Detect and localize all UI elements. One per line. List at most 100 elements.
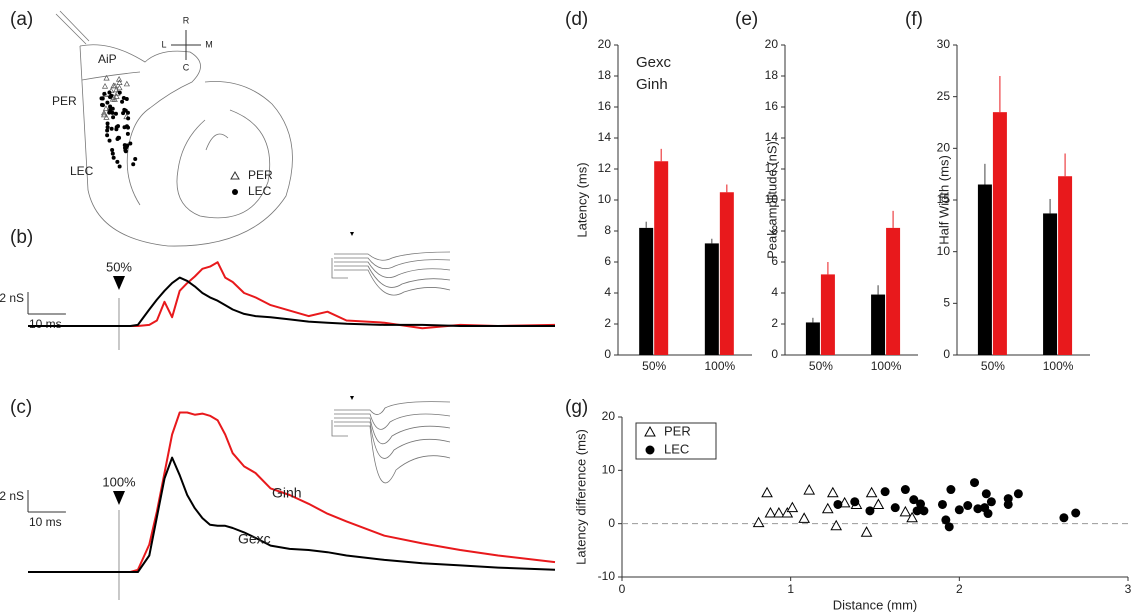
y-tick-label: 18 <box>765 68 779 82</box>
inset-trace <box>334 417 451 445</box>
y-axis-title: Latency (ms) <box>574 162 589 237</box>
cell-dot <box>102 91 107 96</box>
point-triangle <box>786 501 799 513</box>
point-triangle <box>872 498 885 509</box>
x-axis-title: Distance (mm) <box>833 597 918 612</box>
inset-trace <box>334 265 451 288</box>
point-circle <box>983 509 993 519</box>
cell-triangle <box>102 105 110 111</box>
point-circle <box>1059 513 1069 523</box>
cell-dot <box>125 131 130 136</box>
panel-label: (e) <box>735 9 758 30</box>
bar <box>1043 213 1058 355</box>
point-triangle <box>773 506 785 518</box>
cell-dot <box>117 164 122 169</box>
point-circle <box>944 522 954 532</box>
legend-marker <box>232 189 238 195</box>
x-tick-label: 50% <box>981 359 1005 373</box>
point-circle <box>954 505 964 515</box>
trace <box>28 411 556 573</box>
x-tick-label: 50% <box>642 359 666 373</box>
inset-trace <box>334 269 451 296</box>
point-circle <box>919 506 929 516</box>
y-tick-label: 20 <box>602 409 616 423</box>
point-circle <box>645 445 655 455</box>
point-circle <box>865 506 875 516</box>
y-tick-label: 6 <box>604 254 611 268</box>
bar <box>1058 176 1073 355</box>
cell-dot <box>109 126 114 131</box>
y-axis-title: Peak amplitude (nS) <box>764 141 779 259</box>
point-circle <box>890 503 900 513</box>
point-triangle <box>764 506 777 518</box>
y-tick-label: 15 <box>937 192 951 206</box>
anatomy-diagram: (a) AiP PER LEC R L M C PER LEC <box>10 9 293 247</box>
panel-label: (b) <box>10 227 33 248</box>
point-triangle <box>781 506 794 518</box>
x-tick-label: 50% <box>809 359 833 373</box>
cell-dot <box>117 90 122 95</box>
point-circle <box>973 504 983 514</box>
point-triangle <box>761 486 773 498</box>
cell-dot <box>126 125 131 130</box>
y-tick-label: 10 <box>602 463 616 477</box>
cell-triangle <box>100 111 108 118</box>
point-triangle <box>865 486 878 498</box>
scale-label: 10 ms <box>29 515 62 529</box>
cell-dot <box>105 128 110 133</box>
point-circle <box>963 501 973 511</box>
cell-triangle <box>113 86 120 93</box>
brain-outline <box>79 45 293 247</box>
point-circle <box>986 497 996 507</box>
point-triangle <box>906 511 918 523</box>
cell-triangle <box>110 82 117 89</box>
cell-dot <box>107 90 112 95</box>
y-axis-title: Latency difference (ms) <box>573 429 588 565</box>
region-label: PER <box>52 94 77 108</box>
cell-dot <box>111 115 116 120</box>
cell-dot <box>113 111 118 116</box>
y-tick-label: 4 <box>771 285 778 299</box>
y-tick-label: 18 <box>598 68 612 82</box>
cell-dot <box>121 111 126 116</box>
point-circle <box>941 515 951 525</box>
inset-marker <box>350 232 354 236</box>
cell-triangle <box>109 95 116 102</box>
bar <box>992 112 1007 356</box>
point-circle <box>833 499 843 509</box>
y-tick-label: 16 <box>765 99 779 113</box>
cell-dot <box>99 102 104 107</box>
legend-label: LEC <box>664 441 689 456</box>
bar <box>977 184 992 355</box>
cell-dot <box>115 159 120 164</box>
x-tick-label: 100% <box>871 359 902 373</box>
y-tick-label: 5 <box>943 296 950 310</box>
point-triangle <box>899 505 912 517</box>
bar <box>871 294 886 355</box>
series-label: Ginh <box>272 485 302 501</box>
legend-label: LEC <box>248 184 272 198</box>
y-tick-label: 4 <box>604 285 611 299</box>
cell-dot <box>110 147 115 152</box>
cell-dot <box>107 138 112 143</box>
y-axis-title: Half Width (ms) <box>936 155 951 245</box>
scale-label: 2 nS <box>0 489 24 503</box>
cell-dot <box>117 135 122 140</box>
point-circle <box>970 478 980 488</box>
panel-label: (c) <box>10 397 32 418</box>
inset <box>331 232 451 484</box>
point-triangle <box>860 526 873 537</box>
bar <box>639 227 654 355</box>
stimulus-marker <box>112 276 125 290</box>
panel-label: (f) <box>905 9 923 30</box>
y-tick-label: 8 <box>604 223 611 237</box>
panel-label: (g) <box>565 397 588 418</box>
cell-dot <box>125 110 130 115</box>
cell-dot <box>107 94 112 99</box>
y-tick-label: 0 <box>943 347 950 361</box>
point-circle <box>916 499 926 509</box>
point-circle <box>1013 489 1023 499</box>
point-triangle <box>826 486 839 498</box>
inset-trace <box>334 251 451 261</box>
point-circle <box>880 487 890 497</box>
